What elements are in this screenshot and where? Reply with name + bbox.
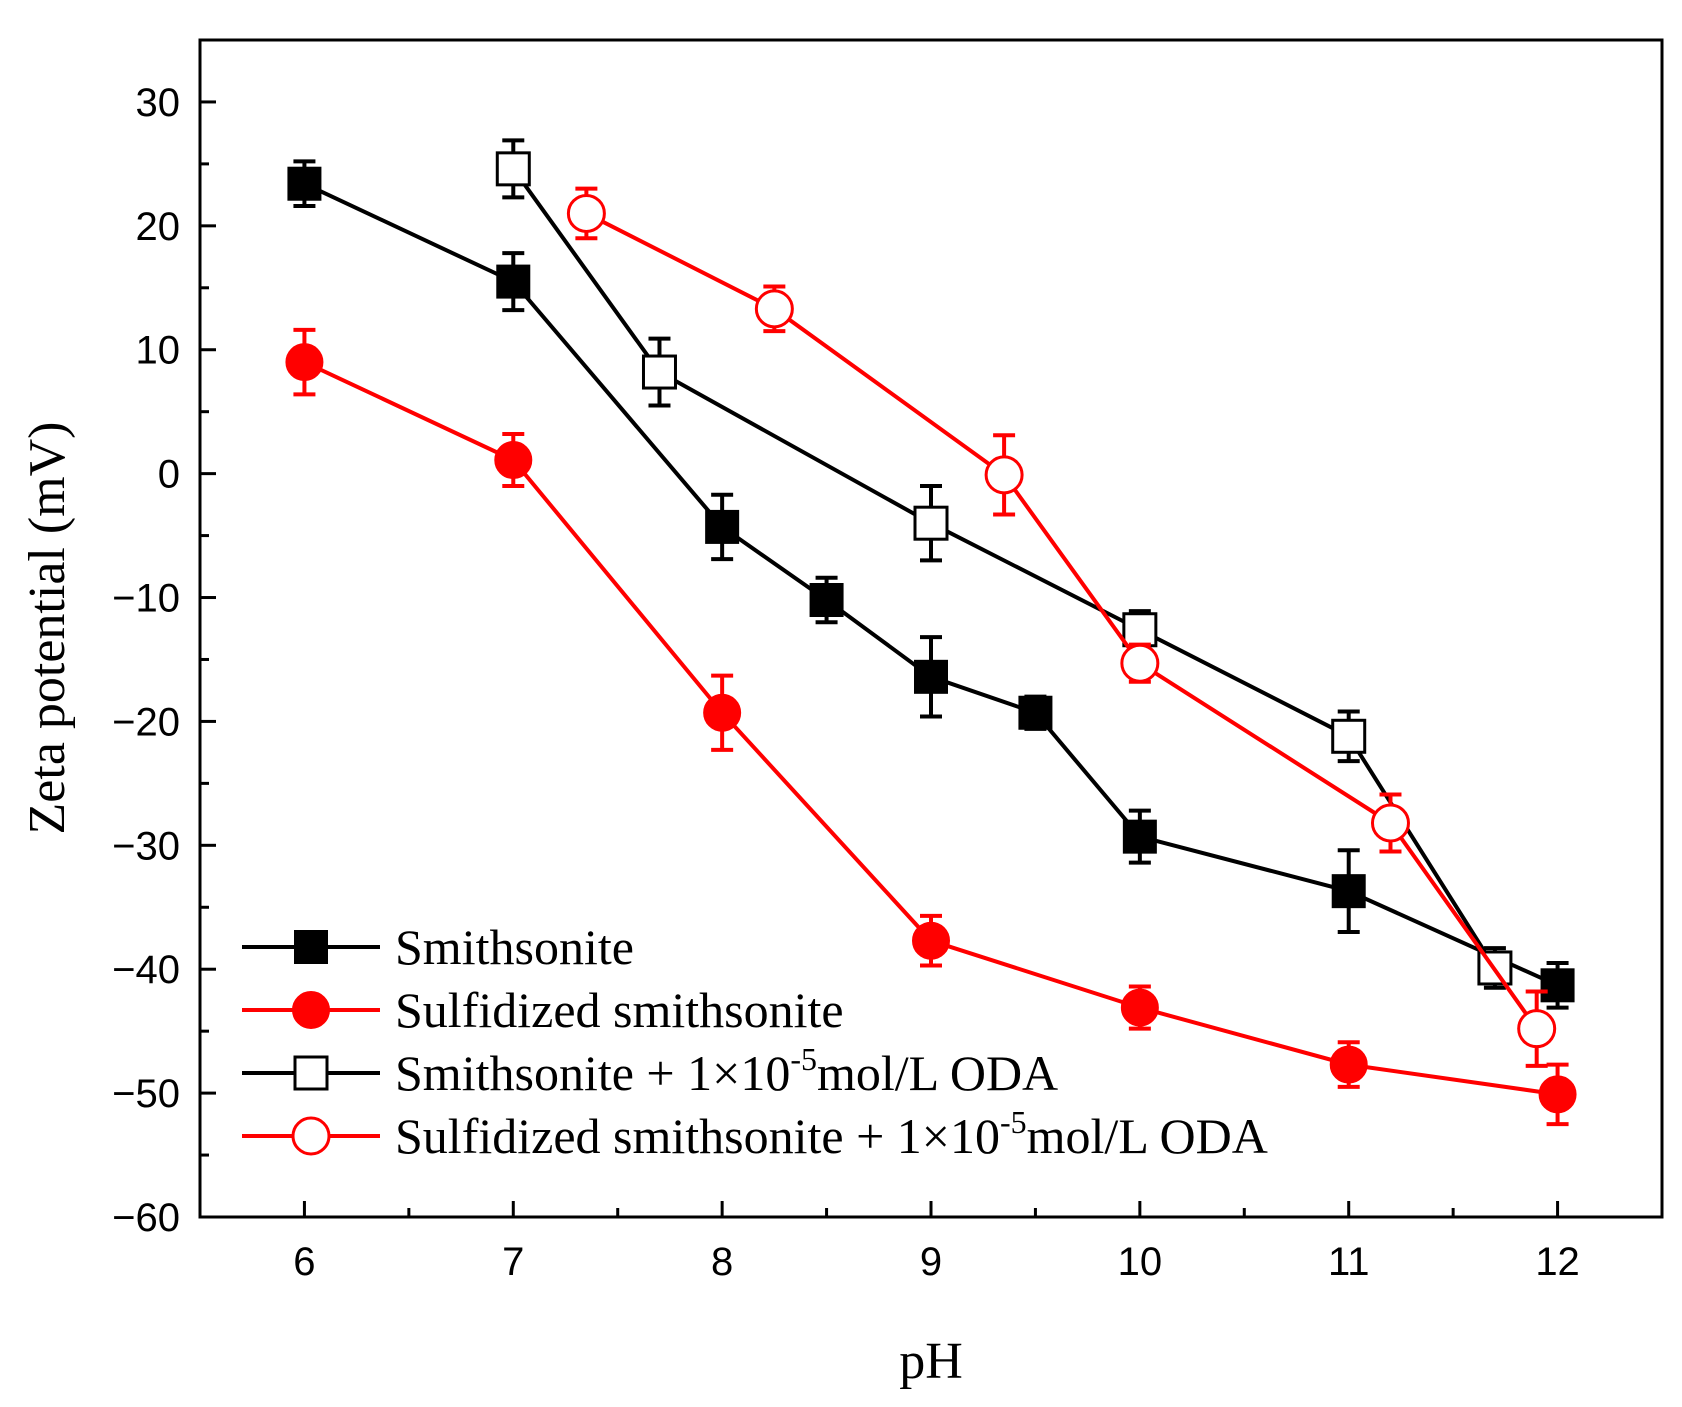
legend-marker — [293, 1055, 329, 1091]
data-point — [1370, 803, 1410, 843]
plot-frame — [198, 38, 1664, 1219]
x-tick-label: 9 — [920, 1240, 942, 1284]
data-point — [1331, 718, 1367, 754]
data-point — [913, 505, 949, 541]
y-tick-label: 20 — [136, 205, 181, 249]
y-tick-label: −30 — [112, 824, 180, 868]
y-tick-label: −10 — [112, 577, 180, 621]
data-point — [984, 455, 1024, 495]
data-point — [641, 354, 677, 390]
data-point — [1018, 695, 1053, 730]
data-point — [1120, 643, 1160, 683]
legend-marker — [294, 930, 328, 964]
data-point — [496, 264, 531, 299]
series-line — [303, 181, 1559, 988]
legend-entry-4: Sulfidized smithsonite + 1×10-5mol/L ODA — [242, 1104, 1268, 1164]
data-point — [1122, 819, 1157, 854]
series-3 — [495, 138, 1513, 990]
y-tick-label: −60 — [112, 1196, 180, 1240]
series-4 — [566, 186, 1557, 1068]
y-tick-label: 30 — [136, 81, 181, 125]
data-point — [566, 193, 606, 233]
data-point — [1122, 612, 1158, 648]
data-point — [1329, 1045, 1368, 1084]
data-point — [912, 921, 950, 960]
data-point — [705, 509, 740, 544]
legend-label: Smithsonite — [395, 919, 634, 975]
x-tick-label: 11 — [1328, 1240, 1370, 1284]
data-point — [285, 343, 324, 382]
series-line — [511, 167, 1497, 970]
x-tick-label: 8 — [711, 1240, 733, 1284]
x-tick-label: 7 — [502, 1240, 524, 1284]
y-tick-label: −20 — [112, 700, 180, 744]
data-point — [1540, 968, 1575, 1003]
series-1 — [287, 159, 1575, 1010]
legend-entry-1: Smithsonite — [242, 919, 634, 975]
data-point — [1120, 988, 1159, 1027]
legend: Smithsonite Sulfidized smithsoniteSmithso… — [242, 919, 1268, 1164]
y-axis-title: Zeta potential (mV) — [19, 422, 76, 835]
data-point — [754, 289, 794, 329]
x-axis-title: pH — [899, 1333, 963, 1390]
series-line — [585, 211, 1539, 1030]
data-point — [914, 659, 948, 694]
y-tick-label: −50 — [112, 1072, 180, 1116]
legend-label: Sulfidized smithsonite — [395, 982, 844, 1038]
data-point — [494, 441, 533, 480]
plot-layer — [285, 138, 1577, 1127]
x-tick-label: 12 — [1535, 1240, 1580, 1284]
legend-label: Smithsonite + 1×10-5mol/L ODA — [395, 1041, 1058, 1101]
data-point — [1517, 1009, 1557, 1049]
data-point — [703, 693, 742, 732]
legend-marker — [291, 1116, 331, 1156]
axis-ticks: 6 7 8 9 10 11 12 30 20 10 0 −10 −20 −30 −40 −50 −60 — [112, 38, 1580, 1284]
y-tick-label: −40 — [112, 948, 180, 992]
x-tick-label: 10 — [1118, 1240, 1163, 1284]
data-point — [287, 166, 322, 201]
data-point — [809, 583, 844, 618]
legend-marker — [292, 991, 330, 1029]
y-tick-label: 10 — [136, 329, 181, 373]
x-tick-label: 6 — [293, 1240, 315, 1284]
legend-entry-3: Smithsonite + 1×10-5mol/L ODA — [242, 1041, 1058, 1101]
series-2 — [285, 327, 1577, 1127]
data-point — [1538, 1075, 1577, 1114]
data-point — [1331, 874, 1366, 909]
data-point — [495, 151, 531, 187]
y-tick-label: 0 — [158, 453, 180, 497]
legend-label: Sulfidized smithsonite + 1×10-5mol/L ODA — [395, 1104, 1268, 1164]
legend-entry-2: Sulfidized smithsonite — [242, 982, 844, 1038]
